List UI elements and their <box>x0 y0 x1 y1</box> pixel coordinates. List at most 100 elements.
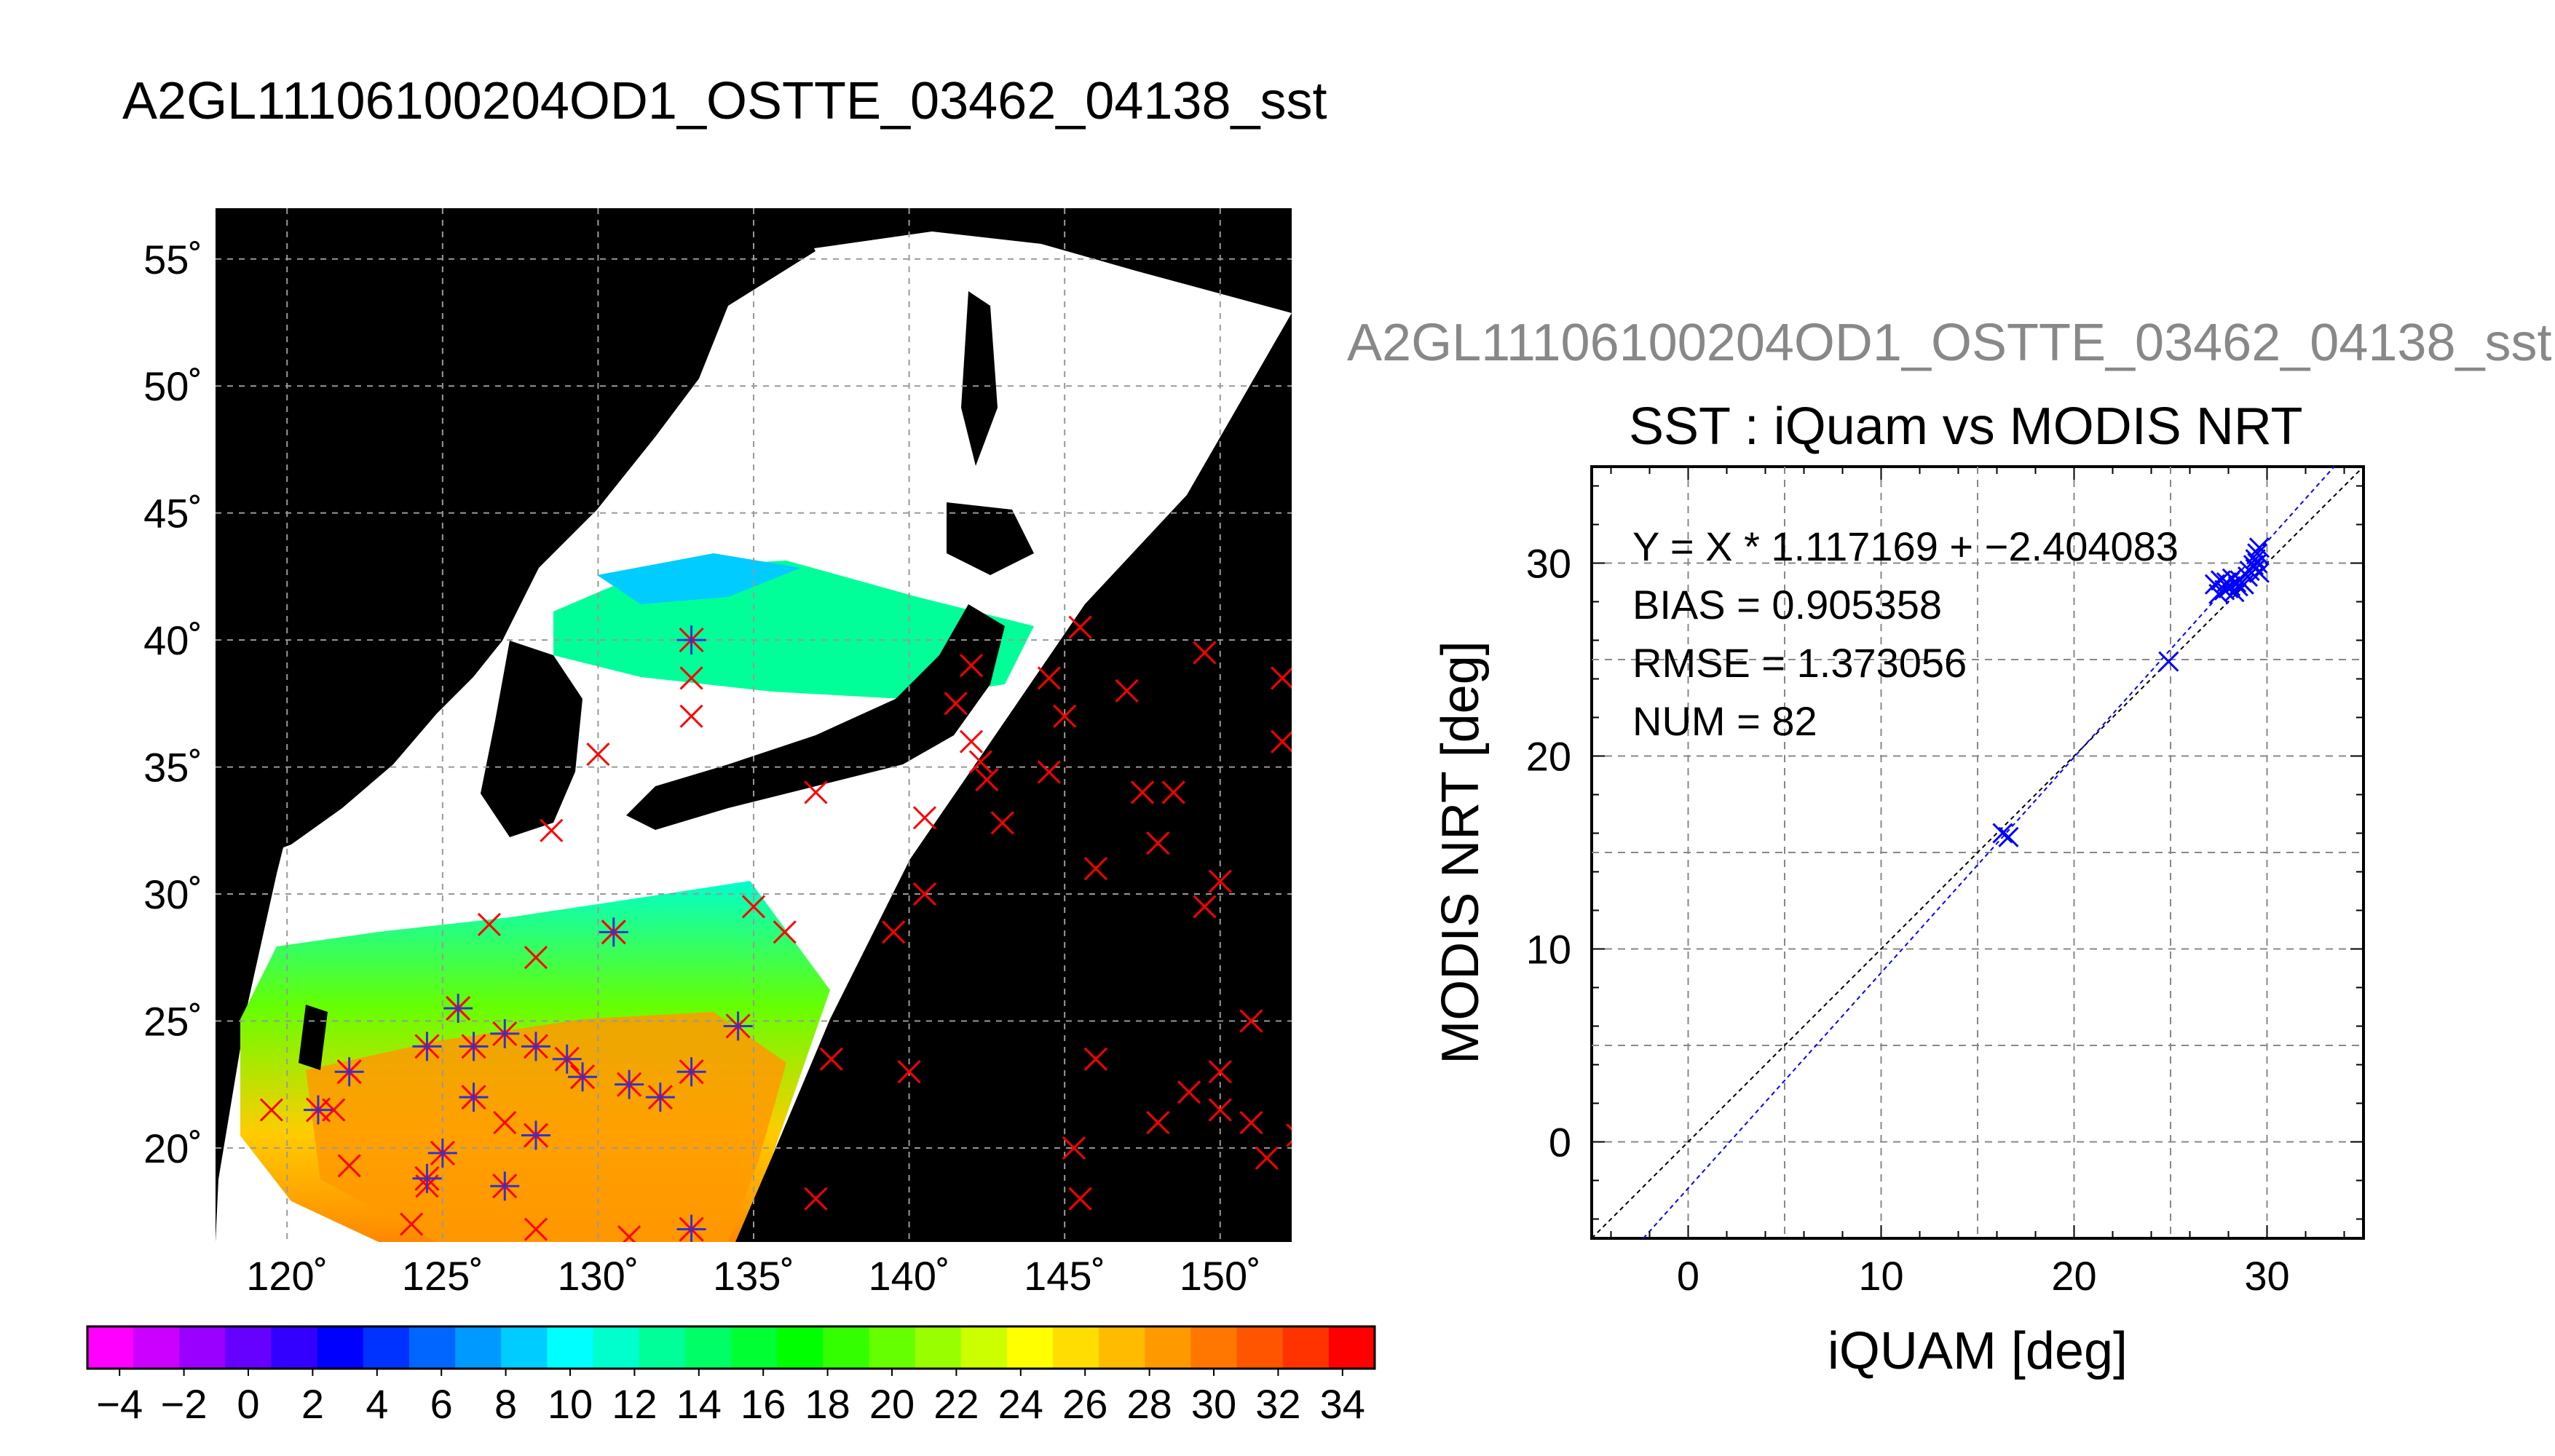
scatter-lines <box>1591 466 2364 1239</box>
map-marker-red <box>990 811 1014 835</box>
map-marker-blue <box>521 1120 550 1150</box>
map-marker-red <box>1037 760 1061 784</box>
colorbar-cell <box>1282 1326 1330 1369</box>
map-marker-red <box>1146 1110 1170 1135</box>
colorbar-cell <box>960 1326 1008 1369</box>
map-marker-red <box>337 1154 361 1178</box>
lat-tick-label: 25˚ <box>143 998 202 1044</box>
map-marker-red <box>912 806 937 830</box>
map-marker-red <box>968 750 992 774</box>
map-marker-red <box>959 729 984 753</box>
colorbar-cell <box>1053 1326 1099 1369</box>
colorbar-cell <box>869 1326 916 1369</box>
y-axis-label: MODIS NRT [deg] <box>1431 641 1490 1064</box>
colorbar-cell <box>1099 1326 1145 1369</box>
map-marker-red <box>1208 1060 1232 1084</box>
lon-tick-label: 150˚ <box>1180 1253 1261 1299</box>
colorbar-cell <box>225 1326 272 1369</box>
map-marker-red <box>400 1212 424 1236</box>
map-marker-red <box>1271 729 1292 753</box>
colorbar-tick-label: 20 <box>869 1381 915 1427</box>
map-marker-red <box>617 1224 641 1242</box>
map-marker-red <box>1053 704 1077 728</box>
scatter-points <box>1992 537 2270 847</box>
scatter-point <box>2158 651 2179 672</box>
colorbar-tick-label: 16 <box>741 1381 786 1427</box>
sst-map: 120˚ 125˚ 130˚ 135˚ 140˚ 145˚ 150˚ 55˚ 50˚ 45˚ 40˚… <box>143 208 1292 1299</box>
x-tick-label: 30 <box>2244 1253 2289 1299</box>
colorbar-tick-label: 18 <box>805 1381 850 1427</box>
colorbar-cell <box>179 1326 226 1369</box>
colorbar-tick-label: 32 <box>1255 1381 1300 1427</box>
map-marker-blue <box>303 1095 333 1125</box>
map-marker-red <box>1068 1187 1092 1211</box>
colorbar-cell <box>777 1326 824 1369</box>
scatter-point <box>2245 549 2266 570</box>
map-marker-red <box>586 743 610 767</box>
map-marker-red <box>1083 1047 1107 1071</box>
colorbar-tick-label: 12 <box>612 1381 657 1427</box>
colorbar-tick-label: 8 <box>494 1381 517 1427</box>
y-tick-label: 30 <box>1526 541 1571 587</box>
map-marker-red <box>524 1217 548 1241</box>
map-marker-red <box>679 704 703 728</box>
colorbar-cell <box>1006 1326 1054 1369</box>
map-markers <box>259 615 1292 1242</box>
map-marker-red <box>1286 1123 1292 1147</box>
map-marker-red <box>975 767 999 792</box>
lat-tick-label: 45˚ <box>143 491 202 537</box>
map-marker-red <box>477 912 501 936</box>
map-marker-red <box>1037 666 1061 690</box>
map-marker-red <box>493 1110 517 1135</box>
map-marker-red <box>1177 1080 1201 1104</box>
scatter-point <box>2226 571 2247 593</box>
scatter-header: A2GL11106100204OD1_OSTTE_03462_04138_sst <box>1347 314 2552 372</box>
page-title: A2GL11106100204OD1_OSTTE_03462_04138_sst <box>122 72 1327 130</box>
scatter-title: SST : iQuam vs MODIS NRT <box>1629 397 2303 456</box>
map-marker-blue <box>568 1062 598 1092</box>
map-marker-red <box>1115 678 1139 703</box>
land-korea <box>481 641 583 837</box>
one-to-one-line <box>1591 466 2364 1239</box>
colorbar-cell <box>271 1326 318 1369</box>
colorbar-cell <box>823 1326 869 1369</box>
map-marker-red <box>1271 666 1292 690</box>
map-marker-red <box>912 882 937 906</box>
colorbar-cell <box>915 1326 962 1369</box>
colorbar-cell <box>731 1326 778 1369</box>
lat-tick-label: 50˚ <box>143 363 202 409</box>
lon-tick-label: 120˚ <box>246 1253 328 1299</box>
lon-tick-label: 125˚ <box>402 1253 483 1299</box>
map-marker-blue <box>412 1032 442 1061</box>
colorbar-cell <box>639 1326 686 1369</box>
map-marker-blue <box>552 1044 582 1074</box>
map-marker-red <box>1130 780 1155 804</box>
lat-tick-label: 40˚ <box>143 617 202 663</box>
stats-equation: Y = X * 1.117169 + −2.404083 <box>1632 523 2179 569</box>
map-marker-blue <box>334 1057 364 1087</box>
lon-tick-label: 140˚ <box>869 1253 950 1299</box>
map-marker-red <box>944 692 968 716</box>
colorbar-cell <box>363 1326 410 1369</box>
colorbar-tick-label: 24 <box>998 1381 1043 1427</box>
stats-rmse: RMSE = 1.373056 <box>1632 640 1967 686</box>
colorbar-tick-label: 30 <box>1191 1381 1236 1427</box>
scatter-point <box>2247 543 2268 564</box>
colorbar-tick-label: 28 <box>1126 1381 1172 1427</box>
map-marker-red <box>1193 895 1217 919</box>
colorbar-tick-label: 22 <box>933 1381 979 1427</box>
map-marker-blue <box>490 1018 520 1048</box>
colorbar: −4 −2 0 2 4 6 8 10 12 14 16 18 20 22 24 26 28 30 32 34 <box>86 1325 1376 1427</box>
map-ticks: 120˚ 125˚ 130˚ 135˚ 140˚ 145˚ 150˚ 55˚ 50˚ 45˚ 40˚… <box>143 237 1261 1299</box>
land-japan <box>626 604 1005 830</box>
map-marker-red <box>524 946 548 970</box>
stats-num: NUM = 82 <box>1632 698 1817 744</box>
map-marker-red <box>679 666 703 690</box>
map-marker-blue <box>459 1032 489 1061</box>
map-marker-red <box>804 1187 828 1211</box>
map-marker-blue <box>443 994 473 1024</box>
scatter-point <box>1998 826 2019 847</box>
lon-tick-label: 145˚ <box>1024 1253 1105 1299</box>
colorbar-cell <box>1145 1326 1191 1369</box>
